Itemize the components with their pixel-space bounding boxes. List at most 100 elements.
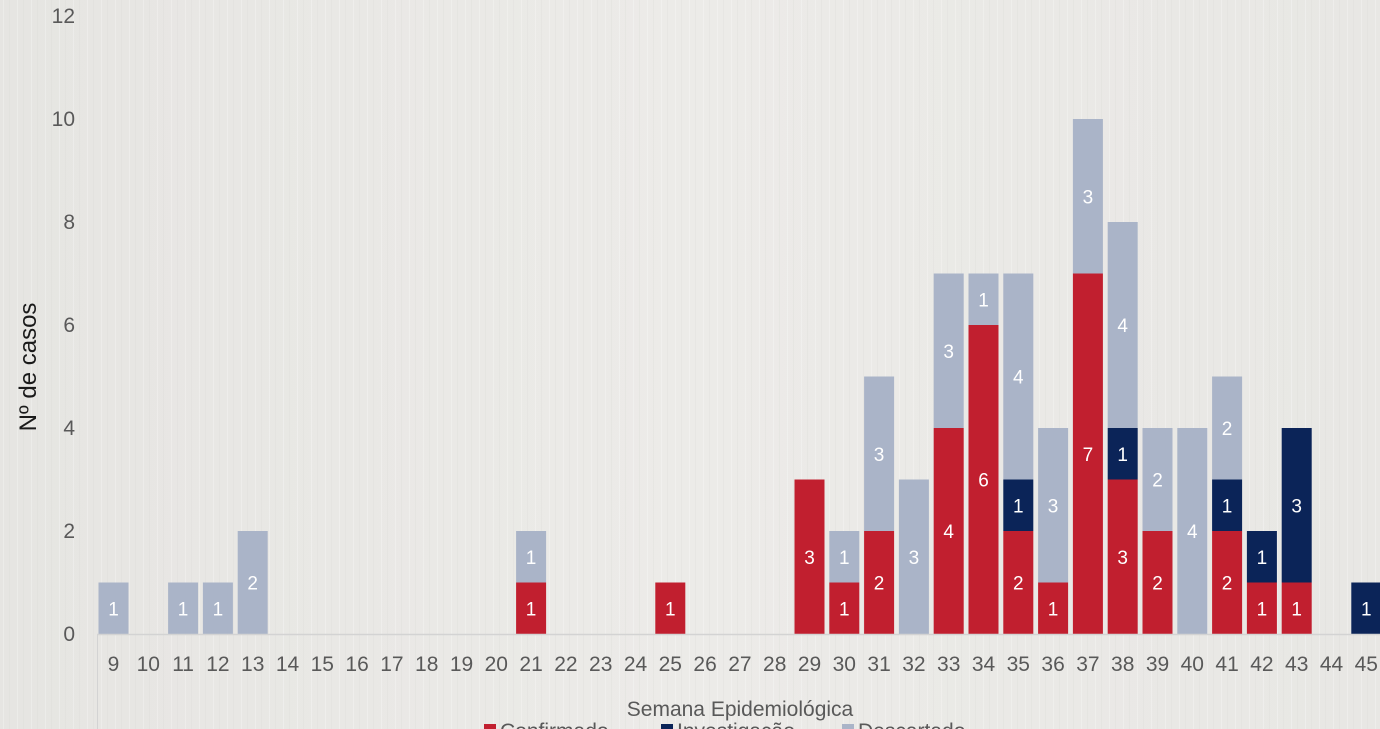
data-label: 3 <box>1291 496 1302 517</box>
x-tick-label: 27 <box>728 653 751 676</box>
x-tick-label: 22 <box>554 653 577 676</box>
bar-segment-confirmado <box>1003 531 1034 634</box>
data-label: 2 <box>1152 574 1163 595</box>
x-tick-label: 25 <box>659 653 682 676</box>
bar-segment-investigação <box>1246 531 1277 583</box>
bar-segment-descartado <box>829 531 860 583</box>
x-tick-label: 10 <box>137 653 160 676</box>
x-tick-label: 34 <box>972 653 996 676</box>
data-label: 1 <box>1257 599 1268 620</box>
x-tick-label: 21 <box>519 653 542 676</box>
bar-segment-descartado <box>933 273 964 428</box>
bar-segment-investigação <box>1212 479 1243 531</box>
data-label: 2 <box>247 574 258 595</box>
y-axis-label: Nº de casos <box>15 303 42 432</box>
bar-segment-descartado <box>1038 428 1069 583</box>
bar-segment-investigação <box>1281 428 1312 583</box>
x-tick-label: 43 <box>1285 653 1308 676</box>
bar-segment-investigação <box>1351 582 1380 634</box>
bar-segment-descartado <box>1177 428 1208 634</box>
x-tick-label: 44 <box>1320 653 1344 676</box>
x-tick-label: 31 <box>867 653 890 676</box>
data-label: 3 <box>1083 187 1094 208</box>
data-label: 2 <box>874 574 885 595</box>
data-label: 1 <box>1361 599 1372 620</box>
x-axis: 9 10 11 12 13 14 15 16 17 18 19 20 21 22 23 24 25 26 27 28 2… <box>97 633 1380 729</box>
data-label: 1 <box>839 599 850 620</box>
bar-segment-descartado <box>98 582 129 634</box>
x-tick-label: 38 <box>1111 653 1134 676</box>
y-axis: 0 2 4 6 8 10 12 <box>52 5 76 646</box>
data-label: 1 <box>526 548 537 569</box>
x-axis-label: Semana Epidemiológica <box>627 698 854 721</box>
data-label: 3 <box>943 342 954 363</box>
bar-segment-descartado <box>1142 428 1173 531</box>
bar-segment-descartado <box>237 531 268 634</box>
data-label: 2 <box>1222 574 1233 595</box>
bar-segment-descartado <box>516 531 547 583</box>
x-tick-label: 26 <box>693 653 716 676</box>
bar-segment-descartado <box>1003 273 1034 480</box>
bar-segment-confirmado <box>1038 582 1069 634</box>
data-label: 1 <box>178 599 189 620</box>
data-label: 3 <box>874 445 885 466</box>
y-tick-label: 4 <box>63 417 75 440</box>
data-label: 2 <box>1222 419 1233 440</box>
bar-segment-confirmado <box>968 325 999 634</box>
data-label: 1 <box>1257 548 1268 569</box>
data-label: 1 <box>1291 599 1302 620</box>
x-tick-label: 37 <box>1076 653 1099 676</box>
x-tick-label: 23 <box>589 653 612 676</box>
data-label: 1 <box>665 599 676 620</box>
x-tick-label: 36 <box>1041 653 1064 676</box>
bar-segment-confirmado <box>829 582 860 634</box>
bar-segment-confirmado <box>1246 582 1277 634</box>
x-tick-label: 13 <box>241 653 264 676</box>
y-tick-label: 0 <box>63 623 75 646</box>
data-label: 4 <box>1117 316 1128 337</box>
bar-segment-confirmado <box>933 428 964 634</box>
bar-segment-confirmado <box>864 531 895 634</box>
x-tick-label: 33 <box>937 653 960 676</box>
bar-segment-investigação <box>1107 428 1138 480</box>
bar-segment-confirmado <box>655 582 686 634</box>
x-tick-label: 42 <box>1250 653 1273 676</box>
data-label: 1 <box>1222 496 1233 517</box>
data-label: 2 <box>1152 471 1163 492</box>
data-label: 7 <box>1083 445 1094 466</box>
x-tick-label: 12 <box>206 653 229 676</box>
x-tick-label: 45 <box>1355 653 1378 676</box>
bar-segment-descartado <box>202 582 233 634</box>
bar-segment-confirmado <box>1072 273 1103 634</box>
x-tick-label: 17 <box>380 653 403 676</box>
bar-segment-descartado <box>1212 376 1243 480</box>
x-tick-label: 9 <box>108 653 120 676</box>
bar-segment-confirmado <box>516 582 547 634</box>
data-label: 4 <box>1187 522 1198 543</box>
data-label: 6 <box>978 471 989 492</box>
x-tick-label: 35 <box>1007 653 1030 676</box>
y-tick-label: 6 <box>63 314 75 337</box>
bar-segment-descartado <box>968 273 999 325</box>
x-tick-label: 11 <box>172 653 194 676</box>
data-label: 3 <box>804 548 815 569</box>
legend-swatch-descartado <box>842 724 854 729</box>
legend-label-investigação: Investigação <box>677 720 795 729</box>
x-tick-label: 19 <box>450 653 473 676</box>
bar-segment-descartado <box>864 376 895 531</box>
bar-segment-descartado <box>1072 119 1103 274</box>
bar-segment-descartado <box>1107 222 1138 428</box>
x-tick-label: 15 <box>311 653 334 676</box>
x-tick-label: 24 <box>624 653 648 676</box>
data-label: 3 <box>1048 496 1059 517</box>
data-label: 1 <box>1117 445 1128 466</box>
bars-group: 1 1 1 2 1 1 1 3 1 1 2 3 3 4 3 6 1 2 1 4 1 3 7 3 3 1 4 2 2 4 2 1 2 1 1 1 3 1 <box>98 119 1380 634</box>
legend-label-confirmado: Confirmado <box>500 720 609 729</box>
x-tick-label: 40 <box>1181 653 1204 676</box>
data-label: 1 <box>978 290 989 311</box>
x-tick-label: 32 <box>902 653 925 676</box>
data-label: 1 <box>213 599 224 620</box>
bar-segment-confirmado <box>1107 479 1138 634</box>
